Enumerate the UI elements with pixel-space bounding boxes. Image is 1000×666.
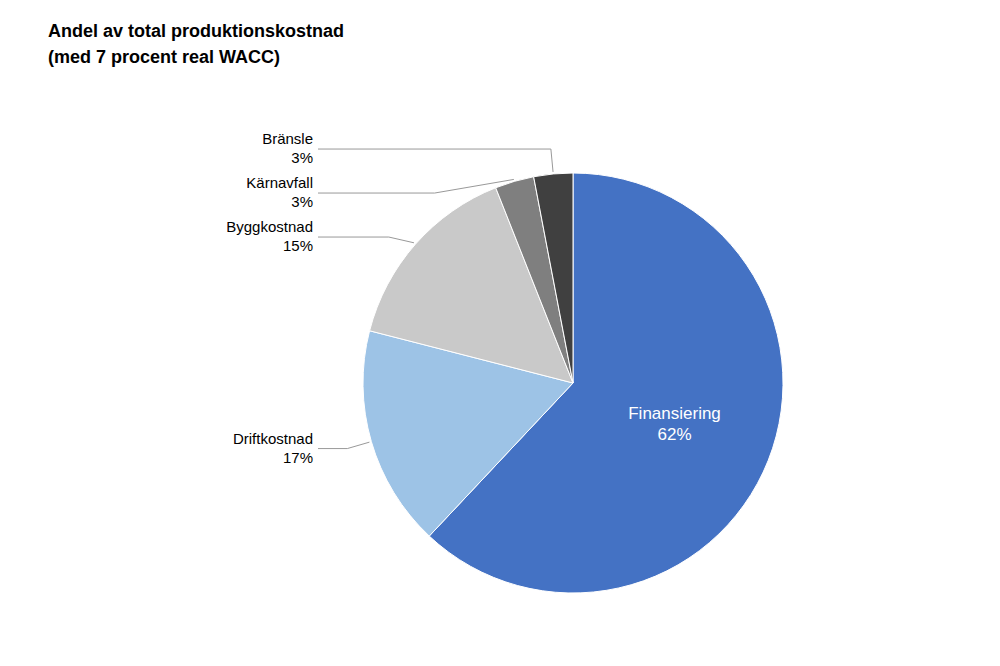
svg-text:Finansiering62%: Finansiering62% <box>628 404 721 444</box>
svg-text:Byggkostnad15%: Byggkostnad15% <box>226 218 313 254</box>
svg-text:Kärnavfall3%: Kärnavfall3% <box>246 174 313 210</box>
html-text:(med 7 procent real WACC): (med 7 procent real WACC) <box>48 47 280 67</box>
html-text:Andel av total produktionskost: Andel av total produktionskostnad <box>48 21 344 41</box>
svg-text:Driftkostnad17%: Driftkostnad17% <box>233 430 313 466</box>
svg-text:Bränsle3%: Bränsle3% <box>262 130 313 166</box>
